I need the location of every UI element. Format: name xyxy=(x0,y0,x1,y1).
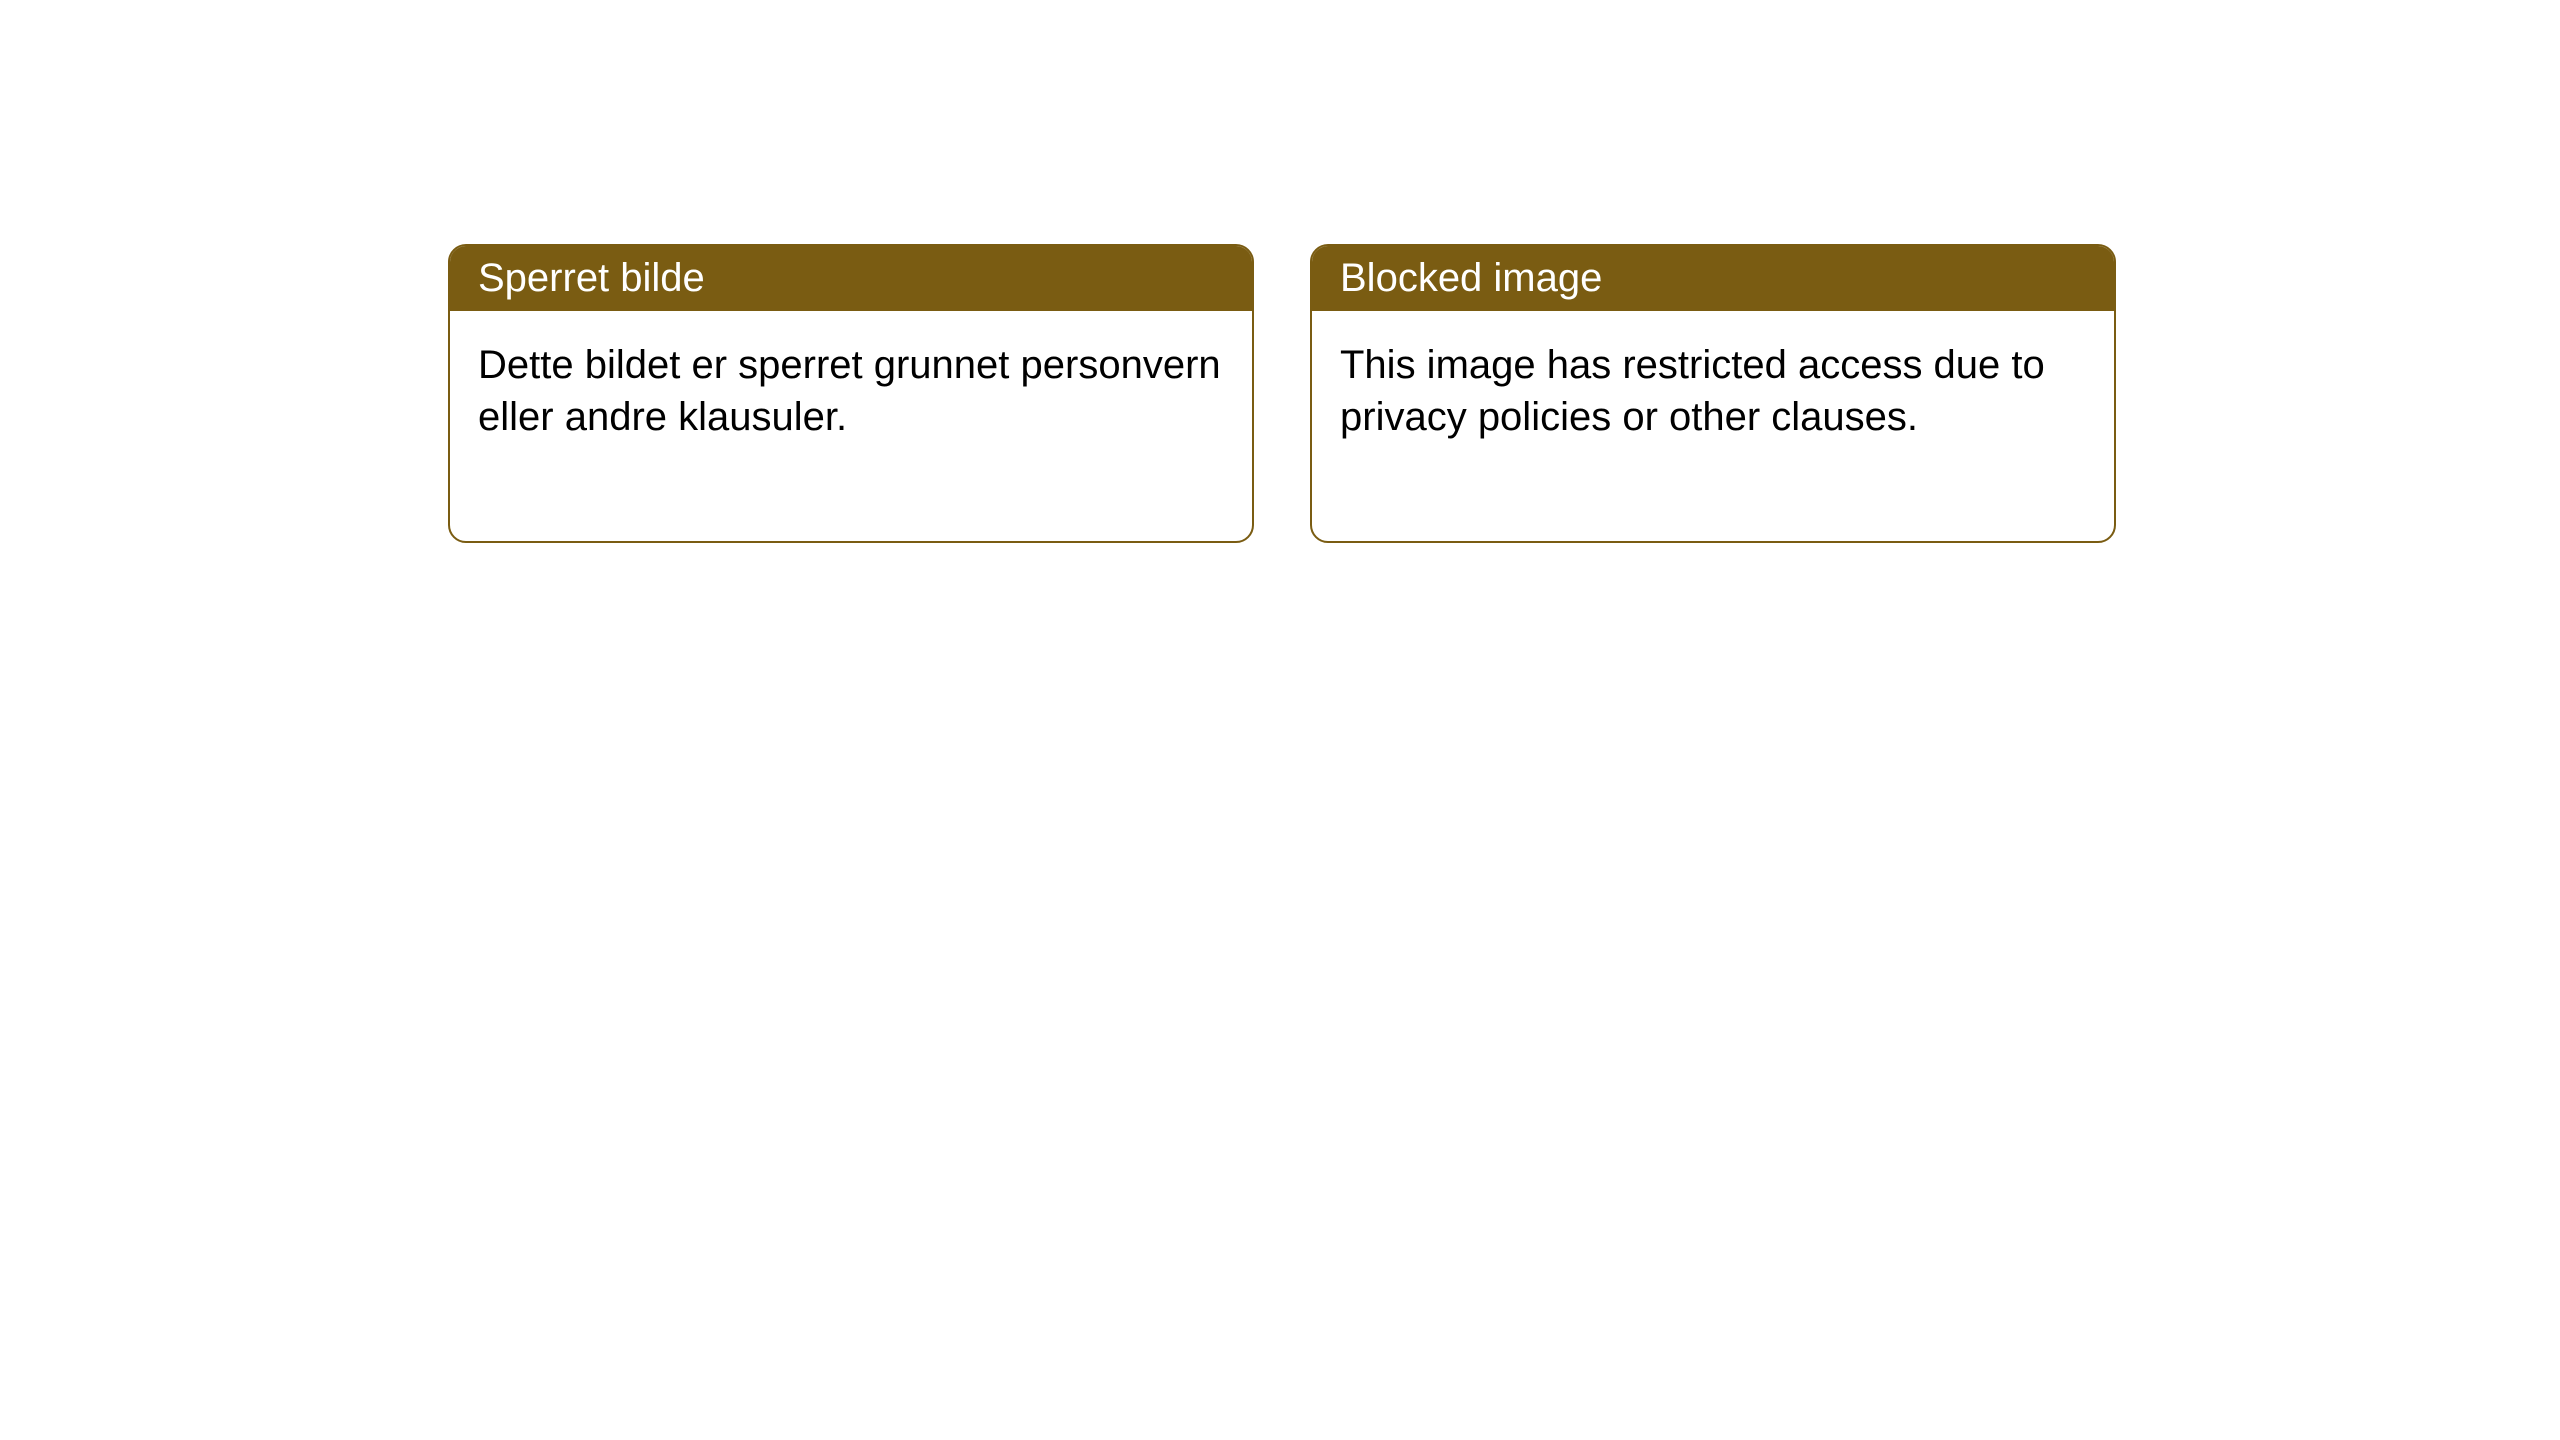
notice-card-english: Blocked image This image has restricted … xyxy=(1310,244,2116,543)
notice-body: Dette bildet er sperret grunnet personve… xyxy=(450,311,1252,541)
notice-card-norwegian: Sperret bilde Dette bildet er sperret gr… xyxy=(448,244,1254,543)
notice-body: This image has restricted access due to … xyxy=(1312,311,2114,541)
notice-header: Sperret bilde xyxy=(450,246,1252,311)
notice-header: Blocked image xyxy=(1312,246,2114,311)
notice-container: Sperret bilde Dette bildet er sperret gr… xyxy=(448,244,2116,543)
